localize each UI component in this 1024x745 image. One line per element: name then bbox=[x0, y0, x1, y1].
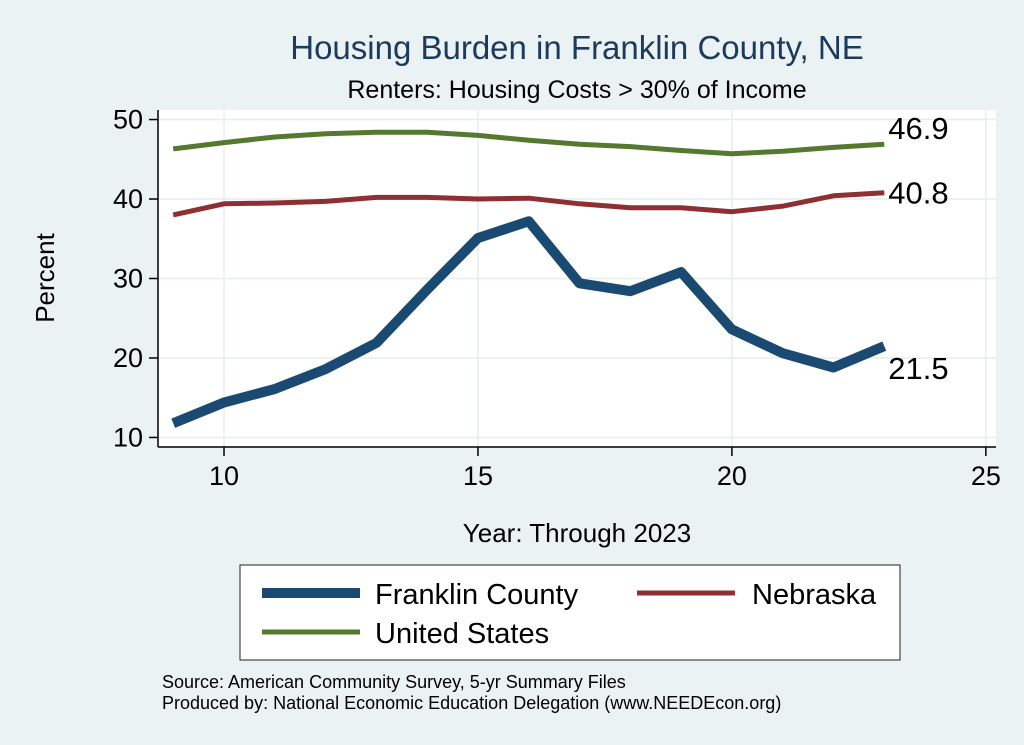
series-line-franklin-county bbox=[171, 216, 887, 428]
end-label-united-states: 46.9 bbox=[888, 111, 948, 146]
chart-title: Housing Burden in Franklin County, NE bbox=[290, 29, 864, 66]
end-labels: 21.5 40.8 46.9 bbox=[888, 111, 948, 386]
series-line-nebraska bbox=[172, 190, 885, 218]
y-tick-label-30: 30 bbox=[113, 264, 143, 294]
series-line-united-states bbox=[172, 129, 885, 157]
y-tick-label-20: 20 bbox=[113, 343, 143, 373]
producer-note: Produced by: National Economic Education… bbox=[162, 693, 781, 713]
y-tick-label-10: 10 bbox=[113, 422, 143, 452]
legend-box bbox=[239, 564, 901, 661]
legend-label-nebraska: Nebraska bbox=[752, 579, 877, 611]
y-axis: 10 20 30 40 50 bbox=[113, 105, 159, 452]
x-axis: 10 15 20 25 bbox=[158, 446, 1001, 491]
x-tick-label-10: 10 bbox=[209, 461, 239, 491]
legend-label-franklin-county: Franklin County bbox=[375, 579, 579, 611]
y-axis-label: Percent bbox=[30, 232, 60, 322]
x-tick-label-25: 25 bbox=[971, 461, 1001, 491]
source-note: Source: American Community Survey, 5-yr … bbox=[162, 672, 626, 692]
chart-subtitle: Renters: Housing Costs > 30% of Income bbox=[347, 76, 806, 104]
x-axis-label: Year: Through 2023 bbox=[463, 518, 691, 548]
series-lines bbox=[171, 129, 887, 428]
y-tick-label-40: 40 bbox=[113, 184, 143, 214]
legend-label-united-states: United States bbox=[375, 618, 549, 650]
x-tick-label-15: 15 bbox=[463, 461, 493, 491]
end-label-franklin-county: 21.5 bbox=[888, 351, 948, 386]
y-tick-label-50: 50 bbox=[113, 105, 143, 135]
end-label-nebraska: 40.8 bbox=[888, 176, 948, 211]
x-tick-label-20: 20 bbox=[717, 461, 747, 491]
legend: Franklin County Nebraska United States bbox=[262, 579, 877, 650]
